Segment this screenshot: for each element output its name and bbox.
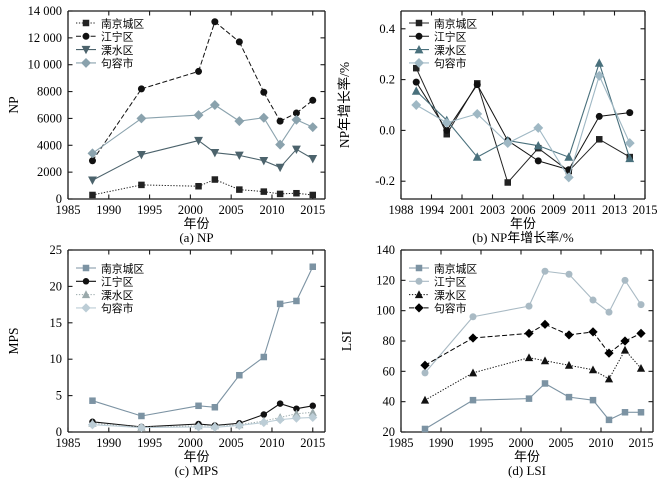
svg-text:溧水区: 溧水区 <box>434 288 467 302</box>
svg-text:1995: 1995 <box>137 203 162 217</box>
svg-text:江宁区: 江宁区 <box>434 30 467 44</box>
svg-text:5: 5 <box>56 389 62 403</box>
svg-text:2005: 2005 <box>219 203 244 217</box>
svg-text:60: 60 <box>383 364 396 378</box>
svg-text:2011: 2011 <box>572 203 597 217</box>
svg-text:25: 25 <box>50 243 63 257</box>
svg-text:南京城区: 南京城区 <box>434 16 477 30</box>
svg-text:句容市: 句容市 <box>101 56 134 70</box>
svg-text:14 000: 14 000 <box>28 4 62 18</box>
svg-text:句容市: 句容市 <box>101 301 134 315</box>
svg-text:2015: 2015 <box>300 203 325 217</box>
svg-text:1994: 1994 <box>419 203 445 217</box>
svg-text:15: 15 <box>50 316 63 330</box>
svg-text:NP: NP <box>6 96 21 113</box>
svg-text:2010: 2010 <box>259 436 284 450</box>
svg-text:1990: 1990 <box>429 436 454 450</box>
svg-text:2010: 2010 <box>589 436 614 450</box>
svg-text:8000: 8000 <box>37 85 62 99</box>
svg-text:20: 20 <box>50 279 63 293</box>
svg-text:1990: 1990 <box>96 436 121 450</box>
svg-text:(d) LSI: (d) LSI <box>508 463 546 478</box>
svg-text:140: 140 <box>376 243 395 257</box>
svg-text:0.4: 0.4 <box>379 22 395 36</box>
svg-text:南京城区: 南京城区 <box>101 261 144 275</box>
svg-text:1990: 1990 <box>96 203 121 217</box>
svg-text:年份: 年份 <box>183 216 209 231</box>
svg-text:2000: 2000 <box>178 203 203 217</box>
svg-text:2010: 2010 <box>259 203 284 217</box>
svg-text:0.0: 0.0 <box>379 123 395 137</box>
svg-text:120: 120 <box>376 273 395 287</box>
svg-text:2003: 2003 <box>480 203 505 217</box>
svg-text:2000: 2000 <box>509 436 534 450</box>
svg-text:4000: 4000 <box>37 138 62 152</box>
svg-text:LSI: LSI <box>339 330 354 351</box>
svg-text:(a) NP: (a) NP <box>179 230 213 245</box>
svg-text:NP年增长率/%: NP年增长率/% <box>336 62 352 148</box>
svg-text:2006: 2006 <box>511 203 536 217</box>
svg-text:年份: 年份 <box>510 216 536 231</box>
svg-text:(c) MPS: (c) MPS <box>175 463 219 478</box>
svg-text:江宁区: 江宁区 <box>101 30 134 44</box>
svg-text:溧水区: 溧水区 <box>101 288 134 302</box>
svg-text:2015: 2015 <box>300 436 325 450</box>
svg-text:(b) NP年增长率/%: (b) NP年增长率/% <box>472 230 574 245</box>
svg-text:-0.2: -0.2 <box>375 174 395 188</box>
svg-text:100: 100 <box>376 304 395 318</box>
svg-text:2005: 2005 <box>549 436 574 450</box>
svg-text:2015: 2015 <box>629 436 654 450</box>
svg-text:MPS: MPS <box>6 327 21 354</box>
svg-text:年份: 年份 <box>183 449 209 464</box>
svg-text:南京城区: 南京城区 <box>434 261 477 275</box>
svg-text:南京城区: 南京城区 <box>101 16 144 30</box>
svg-text:2013: 2013 <box>602 203 627 217</box>
svg-text:2015: 2015 <box>633 203 658 217</box>
svg-text:江宁区: 江宁区 <box>101 275 134 289</box>
svg-text:6000: 6000 <box>37 111 62 125</box>
svg-text:2009: 2009 <box>541 203 566 217</box>
svg-text:江宁区: 江宁区 <box>434 275 467 289</box>
svg-text:0.2: 0.2 <box>379 73 395 87</box>
svg-text:年份: 年份 <box>514 449 540 464</box>
svg-text:1985: 1985 <box>56 436 81 450</box>
svg-text:溧水区: 溧水区 <box>101 43 134 57</box>
svg-text:12 000: 12 000 <box>28 31 62 45</box>
svg-text:句容市: 句容市 <box>434 301 467 315</box>
svg-text:1985: 1985 <box>56 203 81 217</box>
svg-text:1988: 1988 <box>389 203 414 217</box>
svg-text:10: 10 <box>50 352 63 366</box>
svg-text:1995: 1995 <box>469 436 494 450</box>
svg-text:1995: 1995 <box>137 436 162 450</box>
svg-text:2001: 2001 <box>450 203 475 217</box>
svg-text:2000: 2000 <box>37 165 62 179</box>
svg-text:10 000: 10 000 <box>28 58 62 72</box>
svg-text:溧水区: 溧水区 <box>434 43 467 57</box>
svg-text:2005: 2005 <box>219 436 244 450</box>
svg-text:句容市: 句容市 <box>434 56 467 70</box>
svg-text:80: 80 <box>383 334 396 348</box>
svg-text:2000: 2000 <box>178 436 203 450</box>
svg-text:1985: 1985 <box>389 436 414 450</box>
svg-text:40: 40 <box>383 395 396 409</box>
